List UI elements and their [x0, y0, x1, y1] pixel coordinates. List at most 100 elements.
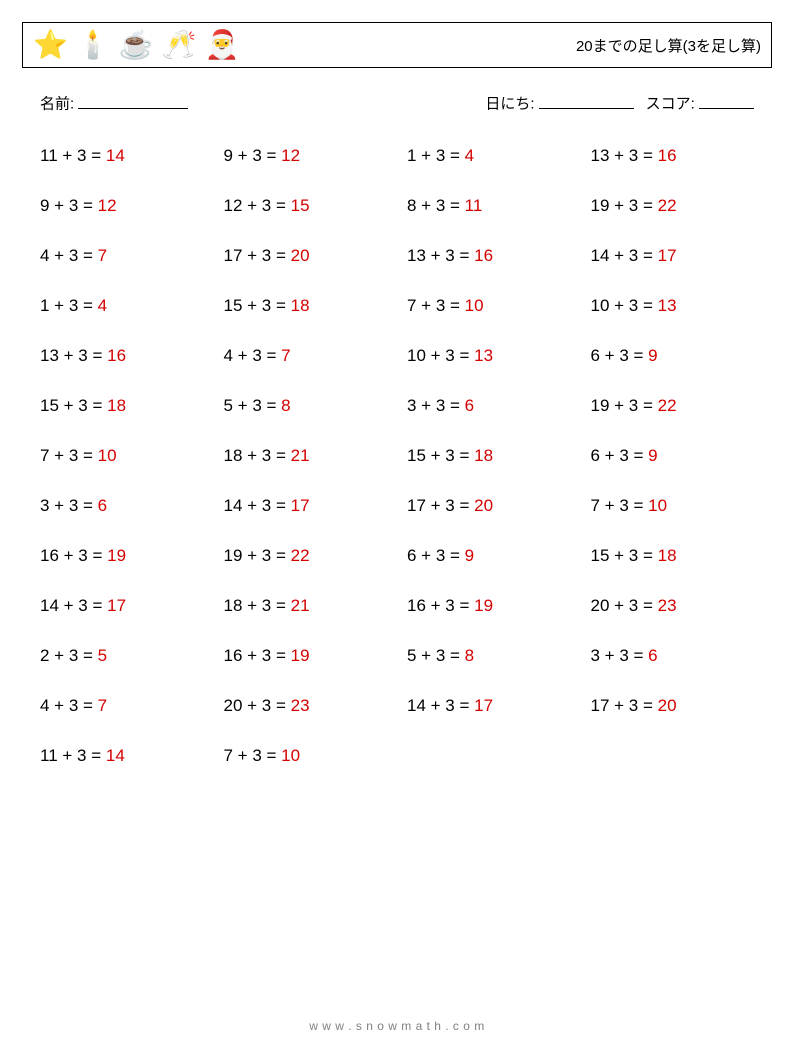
problem-expression: 10 + 3 = — [407, 346, 474, 365]
problem-expression: 9 + 3 = — [40, 196, 98, 215]
problem-expression: 19 + 3 = — [591, 196, 658, 215]
problem-expression: 5 + 3 = — [407, 646, 465, 665]
problem-answer: 12 — [98, 196, 117, 215]
score-field: スコア: — [646, 92, 754, 114]
problem-cell: 1 + 3 = 4 — [407, 146, 571, 166]
problem-cell: 19 + 3 = 22 — [591, 196, 755, 216]
problem-expression: 1 + 3 = — [40, 296, 98, 315]
cup-icon: ☕ — [119, 31, 154, 59]
problem-expression: 15 + 3 = — [407, 446, 474, 465]
problem-expression: 15 + 3 = — [591, 546, 658, 565]
problem-expression: 4 + 3 = — [40, 246, 98, 265]
problem-cell: 2 + 3 = 5 — [40, 646, 204, 666]
problem-cell: 15 + 3 = 18 — [407, 446, 571, 466]
problem-cell: 7 + 3 = 10 — [224, 746, 388, 766]
problem-expression: 20 + 3 = — [591, 596, 658, 615]
problem-answer: 10 — [98, 446, 117, 465]
problem-expression: 16 + 3 = — [40, 546, 107, 565]
problem-cell: 15 + 3 = 18 — [591, 546, 755, 566]
problem-expression: 6 + 3 = — [407, 546, 465, 565]
problem-answer: 16 — [474, 246, 493, 265]
problem-cell: 14 + 3 = 17 — [407, 696, 571, 716]
problem-expression: 14 + 3 = — [40, 596, 107, 615]
problem-expression: 12 + 3 = — [224, 196, 291, 215]
problem-cell: 11 + 3 = 14 — [40, 146, 204, 166]
problem-answer: 17 — [291, 496, 310, 515]
problem-cell: 20 + 3 = 23 — [591, 596, 755, 616]
problem-expression: 15 + 3 = — [40, 396, 107, 415]
problem-expression: 17 + 3 = — [407, 496, 474, 515]
problem-cell: 17 + 3 = 20 — [224, 246, 388, 266]
problem-expression: 2 + 3 = — [40, 646, 98, 665]
problem-answer: 13 — [474, 346, 493, 365]
problem-expression: 14 + 3 = — [407, 696, 474, 715]
problem-answer: 8 — [465, 646, 474, 665]
problem-cell: 20 + 3 = 23 — [224, 696, 388, 716]
problem-expression: 7 + 3 = — [407, 296, 465, 315]
problem-cell: 10 + 3 = 13 — [591, 296, 755, 316]
footer-url: w w w . s n o w m a t h . c o m — [0, 1019, 794, 1033]
problem-cell: 12 + 3 = 15 — [224, 196, 388, 216]
problem-answer: 22 — [658, 396, 677, 415]
problem-answer: 14 — [106, 746, 125, 765]
problem-cell: 10 + 3 = 13 — [407, 346, 571, 366]
problem-answer: 11 — [465, 196, 483, 215]
problem-cell: 16 + 3 = 19 — [224, 646, 388, 666]
problem-expression: 5 + 3 = — [224, 396, 282, 415]
problem-cell: 9 + 3 = 12 — [224, 146, 388, 166]
problem-answer: 22 — [291, 546, 310, 565]
problem-answer: 18 — [291, 296, 310, 315]
problem-cell: 14 + 3 = 17 — [40, 596, 204, 616]
worksheet-page: ⭐ 🕯️ ☕ 🥂 🎅 20までの足し算(3を足し算) 名前: 日にち: スコア:… — [0, 0, 794, 766]
problem-answer: 10 — [648, 496, 667, 515]
header-box: ⭐ 🕯️ ☕ 🥂 🎅 20までの足し算(3を足し算) — [22, 22, 772, 68]
problem-cell: 5 + 3 = 8 — [224, 396, 388, 416]
problem-cell: 7 + 3 = 10 — [407, 296, 571, 316]
problem-cell: 3 + 3 = 6 — [407, 396, 571, 416]
problem-cell: 19 + 3 = 22 — [224, 546, 388, 566]
problem-answer: 10 — [465, 296, 484, 315]
problem-cell: 13 + 3 = 16 — [591, 146, 755, 166]
problem-expression: 8 + 3 = — [407, 196, 465, 215]
problem-expression: 3 + 3 = — [40, 496, 98, 515]
problem-answer: 16 — [658, 146, 677, 165]
problem-expression: 14 + 3 = — [591, 246, 658, 265]
problem-expression: 15 + 3 = — [224, 296, 291, 315]
problem-answer: 10 — [281, 746, 300, 765]
score-blank[interactable] — [699, 92, 754, 109]
problem-cell: 16 + 3 = 19 — [407, 596, 571, 616]
date-label: 日にち: — [485, 96, 534, 113]
problem-cell: 18 + 3 = 21 — [224, 446, 388, 466]
problem-answer: 19 — [107, 546, 126, 565]
problem-cell: 6 + 3 = 9 — [591, 346, 755, 366]
problem-answer: 21 — [291, 596, 310, 615]
problem-answer: 5 — [98, 646, 107, 665]
problem-answer: 15 — [291, 196, 310, 215]
problem-cell: 1 + 3 = 4 — [40, 296, 204, 316]
problem-answer: 17 — [107, 596, 126, 615]
problem-cell: 8 + 3 = 11 — [407, 196, 571, 216]
problem-cell: 3 + 3 = 6 — [40, 496, 204, 516]
problem-expression: 14 + 3 = — [224, 496, 291, 515]
problem-grid: 11 + 3 = 14 9 + 3 = 12 1 + 3 = 4 13 + 3 = 1… — [40, 146, 754, 766]
problem-answer: 23 — [658, 596, 677, 615]
problem-expression: 17 + 3 = — [224, 246, 291, 265]
problem-answer: 19 — [291, 646, 310, 665]
problem-expression: 7 + 3 = — [591, 496, 649, 515]
problem-expression: 19 + 3 = — [224, 546, 291, 565]
problem-answer: 6 — [648, 646, 657, 665]
problem-answer: 7 — [98, 696, 107, 715]
problem-cell: 14 + 3 = 17 — [224, 496, 388, 516]
problem-cell: 4 + 3 = 7 — [40, 696, 204, 716]
problem-expression: 20 + 3 = — [224, 696, 291, 715]
problem-answer: 20 — [474, 496, 493, 515]
name-label: 名前: — [40, 96, 74, 113]
name-blank[interactable] — [78, 92, 188, 109]
problem-answer: 18 — [658, 546, 677, 565]
candle-icon: 🕯️ — [76, 31, 111, 59]
meta-row: 名前: 日にち: スコア: — [40, 92, 754, 114]
problem-cell: 15 + 3 = 18 — [40, 396, 204, 416]
date-blank[interactable] — [539, 92, 634, 109]
problem-expression: 13 + 3 = — [40, 346, 107, 365]
problem-expression: 11 + 3 = — [40, 746, 106, 765]
